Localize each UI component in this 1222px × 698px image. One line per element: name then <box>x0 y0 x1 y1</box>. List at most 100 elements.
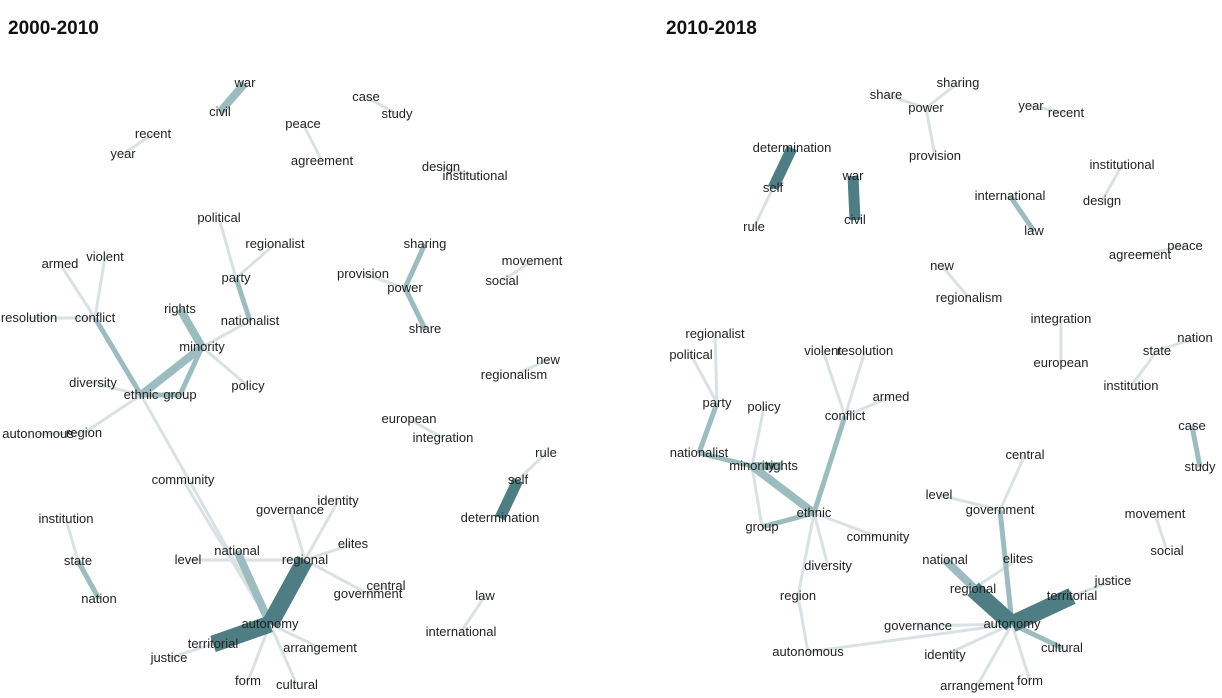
edge-2000-2010-peace-agreement <box>301 123 324 162</box>
edge-2010-2018-group-minority <box>750 465 764 528</box>
node-label-2000-2010-study: study <box>381 106 413 121</box>
edge-2010-2018-autonomy-form <box>1010 623 1032 682</box>
edge-2010-2018-institutional-design <box>1100 164 1124 202</box>
node-label-2000-2010-group: group <box>163 387 196 402</box>
edge-2000-2010-provision-power <box>362 272 406 290</box>
edge-2000-2010-government-regional <box>304 558 369 596</box>
edge-2010-2018-conflict-ethnic <box>811 415 848 514</box>
node-label-2000-2010-nation: nation <box>81 591 116 606</box>
edge-2010-2018-agreement-peace <box>1139 244 1186 257</box>
node-label-2000-2010-european: european <box>382 411 437 426</box>
edge-2010-2018-elites-regional <box>972 557 1019 591</box>
edge-2000-2010-identity-regional <box>303 500 340 561</box>
edge-2000-2010-nationalist-minority <box>201 319 251 349</box>
node-label-2000-2010-peace: peace <box>285 116 320 131</box>
edge-2000-2010-war-civil <box>216 80 249 115</box>
node-label-2000-2010-diversity: diversity <box>69 375 117 390</box>
edge-2010-2018-region-autonomous <box>796 595 810 653</box>
node-label-2000-2010-regionalist: regionalist <box>245 236 305 251</box>
edge-2000-2010-law-international <box>459 595 487 633</box>
node-label-2000-2010-social: social <box>485 273 518 288</box>
node-label-2000-2010-agreement: agreement <box>291 153 354 168</box>
node-label-2010-2018-cultural: cultural <box>1041 640 1083 655</box>
edge-2000-2010-minority-ethnic <box>138 343 205 399</box>
node-label-2010-2018-minority: minority <box>729 458 775 473</box>
node-label-2010-2018-level: level <box>926 487 953 502</box>
node-label-2000-2010-central: central <box>366 578 405 593</box>
node-label-2010-2018-regionalism: regionalism <box>936 290 1002 305</box>
node-label-2000-2010-region: region <box>66 425 102 440</box>
node-label-2000-2010-form: form <box>235 673 261 688</box>
node-label-2000-2010-new: new <box>536 352 560 367</box>
edge-2000-2010-violent-conflict <box>93 256 107 319</box>
edge-2000-2010-regional-autonomy <box>262 555 313 629</box>
node-label-2010-2018-movement: movement <box>1125 506 1186 521</box>
edge-2000-2010-european-integration <box>408 417 444 440</box>
node-label-2000-2010-cultural: cultural <box>276 677 318 692</box>
node-label-2000-2010-rule: rule <box>535 445 557 460</box>
node-label-2000-2010-policy: policy <box>231 378 265 393</box>
node-label-2010-2018-case: case <box>1178 418 1205 433</box>
edge-2000-2010-conflict-ethnic <box>92 316 144 397</box>
label-layer: warcivilcasestudypeaceagreementrecentyea… <box>1 75 1216 693</box>
node-label-2000-2010-government: government <box>334 586 403 601</box>
node-label-2010-2018-identity: identity <box>924 647 966 662</box>
edge-2000-2010-national-autonomy <box>233 549 274 626</box>
node-label-2010-2018-autonomous: autonomous <box>772 644 844 659</box>
edge-2000-2010-political-party <box>217 217 238 279</box>
node-label-2010-2018-law: law <box>1024 223 1044 238</box>
edge-2010-2018-governance-autonomy <box>917 622 1013 628</box>
node-label-2000-2010-justice: justice <box>150 650 188 665</box>
node-label-2010-2018-rule: rule <box>743 219 765 234</box>
node-label-2000-2010-community: community <box>152 472 215 487</box>
edge-2010-2018-political-party <box>689 354 719 404</box>
node-label-2010-2018-autonomy: autonomy <box>983 616 1041 631</box>
edge-2000-2010-central-government <box>367 584 387 596</box>
node-label-2000-2010-rights: rights <box>164 301 196 316</box>
node-label-2010-2018-state: state <box>1143 343 1171 358</box>
node-label-2010-2018-policy: policy <box>747 399 781 414</box>
node-label-2000-2010-level: level <box>175 552 202 567</box>
node-label-2000-2010-armed: armed <box>42 256 79 271</box>
edge-2000-2010-regionalist-party <box>235 242 276 280</box>
edge-2010-2018-government-autonomy <box>997 509 1015 625</box>
node-label-2010-2018-agreement: agreement <box>1109 247 1172 262</box>
edge-2010-2018-international-law <box>1007 194 1037 233</box>
node-label-2000-2010-autonomy: autonomy <box>241 616 299 631</box>
edge-2010-2018-state-nation <box>1156 336 1196 353</box>
edge-2010-2018-year-recent <box>1030 104 1067 115</box>
edge-2000-2010-design-institutional <box>440 165 476 178</box>
node-label-2010-2018-resolution: resolution <box>837 343 893 358</box>
node-label-2000-2010-autonomous: autonomous <box>2 426 74 441</box>
edge-2010-2018-party-nationalist <box>696 402 720 454</box>
node-label-2010-2018-determination: determination <box>753 140 832 155</box>
node-label-2010-2018-nation: nation <box>1177 330 1212 345</box>
node-label-2010-2018-sharing: sharing <box>937 75 980 90</box>
node-label-2010-2018-arrangement: arrangement <box>940 678 1014 693</box>
edge-2010-2018-ethnic-region <box>796 512 816 597</box>
node-label-2000-2010-civil: civil <box>209 104 231 119</box>
edge-2000-2010-sharing-power <box>402 242 428 290</box>
node-label-2010-2018-violent: violent <box>804 343 842 358</box>
node-label-2010-2018-government: government <box>966 502 1035 517</box>
node-label-2010-2018-institutional: institutional <box>1089 157 1154 172</box>
edge-2010-2018-self-rule <box>752 187 775 228</box>
edge-2010-2018-territorial-justice <box>1071 579 1114 598</box>
node-label-2010-2018-civil: civil <box>844 212 866 227</box>
node-label-2010-2018-territorial: territorial <box>1047 588 1098 603</box>
node-label-2000-2010-sharing: sharing <box>404 236 447 251</box>
edge-2010-2018-share-power <box>885 93 927 110</box>
edge-2000-2010-armed-conflict <box>58 263 97 319</box>
edge-2010-2018-new-regionalism <box>940 265 971 299</box>
node-label-2000-2010-party: party <box>222 270 251 285</box>
node-label-2000-2010-international: international <box>426 624 497 639</box>
edge-2000-2010-governance-regional <box>288 509 307 561</box>
node-label-2000-2010-elites: elites <box>338 536 369 551</box>
edge-2010-2018-regional-autonomy <box>967 582 1018 631</box>
edge-2000-2010-party-nationalist <box>233 277 253 322</box>
node-label-2000-2010-institutional: institutional <box>442 168 507 183</box>
node-label-2010-2018-community: community <box>847 529 910 544</box>
node-label-2000-2010-regional: regional <box>282 552 328 567</box>
node-label-2010-2018-justice: justice <box>1094 573 1132 588</box>
node-label-2010-2018-elites: elites <box>1003 551 1034 566</box>
